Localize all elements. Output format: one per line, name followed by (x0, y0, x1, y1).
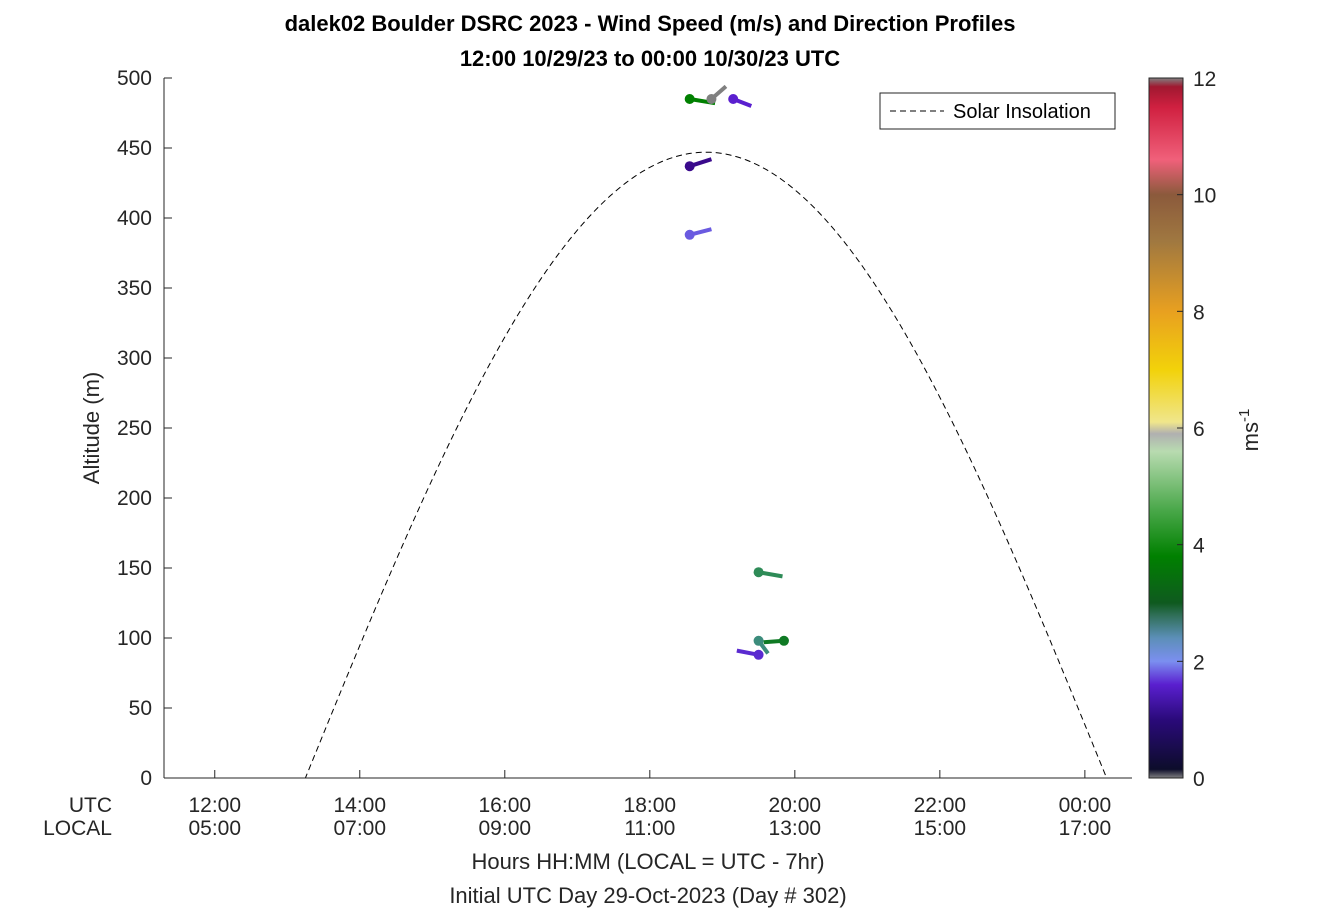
x-tick-label-utc: 18:00 (624, 794, 677, 817)
wind-barbs (684, 84, 789, 660)
x-tick-label-local: 05:00 (188, 817, 241, 840)
x-tick-label-local: 09:00 (479, 817, 532, 840)
wind-barb-dot (706, 94, 717, 104)
wind-barb-dot (684, 94, 695, 104)
colorbar-tick-label: 0 (1193, 768, 1205, 791)
wind-barb-dot (778, 635, 789, 646)
colorbar-tick-label: 4 (1193, 535, 1205, 558)
y-tick-label: 350 (117, 277, 152, 300)
x-row-label-utc: UTC (69, 794, 112, 817)
x-tick-label-local: 11:00 (624, 817, 675, 840)
chart-subtitle: 12:00 10/29/23 to 00:00 10/30/23 UTC (460, 46, 840, 71)
y-tick-label: 500 (117, 67, 152, 90)
wind-barb-dot (753, 649, 764, 660)
colorbar: 0 2 4 6 8 10 12 ms-1 (1148, 68, 1263, 791)
colorbar-tick-label: 10 (1193, 185, 1216, 208)
x-tick-label-local: 15:00 (914, 817, 967, 840)
plot-frame (164, 78, 1132, 778)
y-tick-label: 300 (117, 347, 152, 370)
y-tick-label: 200 (117, 487, 152, 510)
wind-barb-dot (684, 161, 695, 172)
x-tick-label-local: 07:00 (333, 817, 386, 840)
x-tick-label-utc: 16:00 (479, 794, 532, 817)
chart-title: dalek02 Boulder DSRC 2023 - Wind Speed (… (285, 11, 1016, 36)
wind-barb-dot (753, 567, 764, 578)
y-tick-label: 150 (117, 557, 152, 580)
colorbar-label: ms-1 (1236, 409, 1263, 452)
y-tick-label: 100 (117, 627, 152, 650)
x-tick-label-utc: 22:00 (914, 794, 967, 817)
solar-insolation-curve (164, 151, 1132, 779)
colorbar-tick-label: 8 (1193, 301, 1205, 324)
y-axis-label: Altitude (m) (79, 372, 104, 484)
y-tick-label: 0 (140, 767, 152, 790)
plot-area (163, 77, 1132, 779)
legend: Solar Insolation (879, 92, 1116, 130)
y-tick-label: 400 (117, 207, 152, 230)
colorbar-label-base: ms (1238, 422, 1263, 451)
x-tick-label-local: 13:00 (769, 817, 822, 840)
x-tick-label-utc: 00:00 (1059, 794, 1112, 817)
x-axis-label-day: Initial UTC Day 29-Oct-2023 (Day # 302) (449, 883, 846, 908)
x-tick-label-local: 17:00 (1059, 817, 1112, 840)
axis-ticks (164, 77, 1086, 779)
y-tick-labels: 0 50 100 150 200 250 300 350 400 450 500 (117, 67, 152, 790)
x-tick-label-utc: 20:00 (769, 794, 822, 817)
y-tick-label: 450 (117, 137, 152, 160)
colorbar-tick-label: 12 (1193, 68, 1216, 91)
wind-barb-dot (684, 229, 695, 240)
colorbar-label-superscript: -1 (1236, 409, 1253, 422)
legend-label-solar-insolation: Solar Insolation (953, 101, 1091, 123)
y-tick-label: 250 (117, 417, 152, 440)
wind-barb-dot (728, 94, 739, 104)
x-tick-label-utc: 12:00 (188, 794, 241, 817)
colorbar-tick-label: 6 (1193, 418, 1205, 441)
colorbar-ticks: 0 2 4 6 8 10 12 (1177, 68, 1216, 791)
x-row-label-local: LOCAL (43, 817, 112, 840)
colorbar-tick-label: 2 (1193, 651, 1205, 674)
y-tick-label: 50 (129, 697, 152, 720)
x-tick-label-utc: 14:00 (333, 794, 386, 817)
x-axis-label: Hours HH:MM (LOCAL = UTC - 7hr) (471, 849, 824, 874)
wind-barb-dot (753, 635, 764, 646)
legend-box (879, 92, 1116, 130)
